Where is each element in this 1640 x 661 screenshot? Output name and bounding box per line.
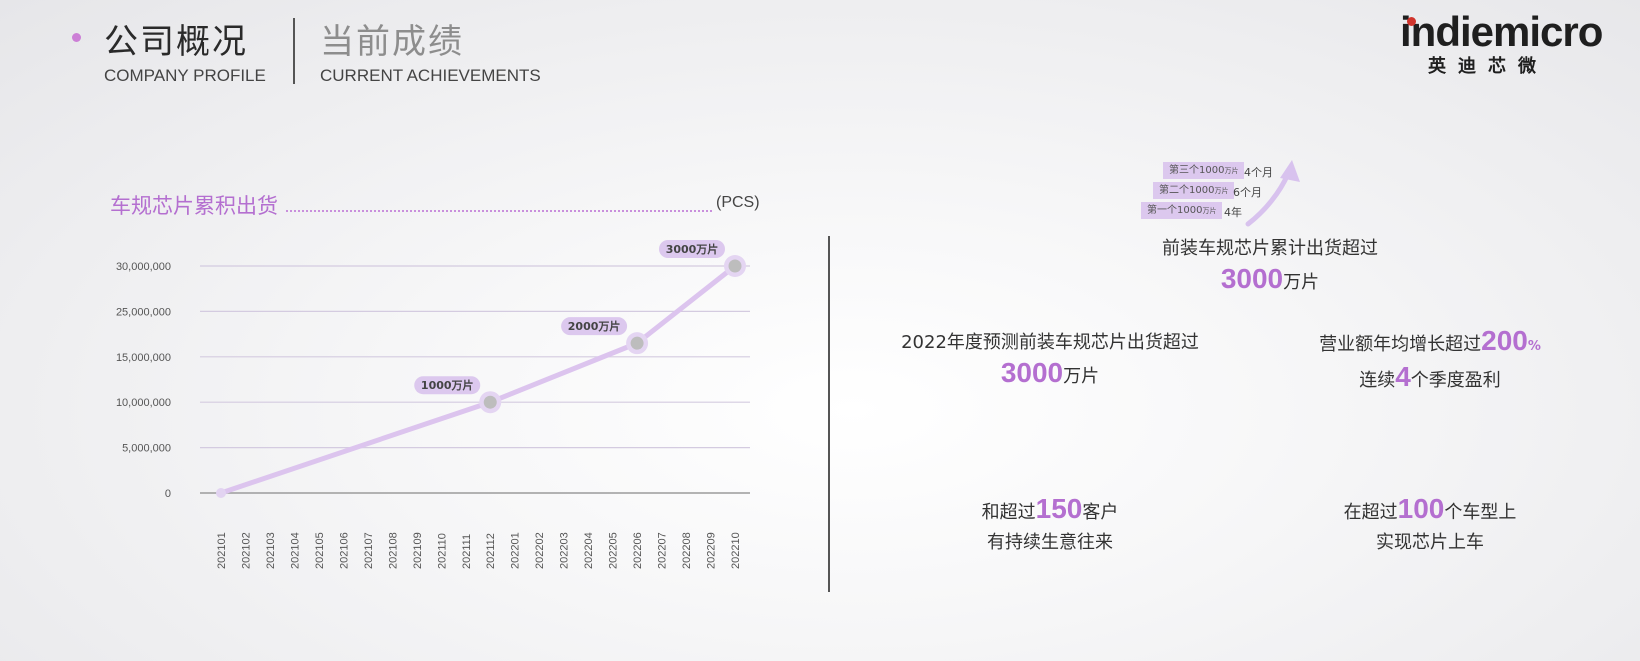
- data-label: 1000万片: [421, 378, 474, 392]
- data-label-bg: [561, 317, 628, 336]
- series-line: [218, 263, 738, 496]
- stat-models-suffix: 个车型上: [1444, 502, 1517, 523]
- stat-models: 在超过100个车型上 实现芯片上车: [1280, 494, 1580, 558]
- company-logo-word: indiemicro: [1400, 8, 1603, 55]
- x-tick-label: 202207: [657, 532, 669, 569]
- x-tick-label: 202201: [510, 532, 522, 569]
- page-title-en: COMPANY PROFILE: [104, 66, 266, 85]
- company-logo-cn: 英迪芯微: [1428, 56, 1548, 77]
- x-tick-label: 202102: [240, 532, 252, 569]
- data-point: [216, 488, 226, 498]
- stat-customers-suffix: 客户: [1082, 502, 1119, 523]
- chart-unit: (PCS): [716, 194, 760, 211]
- page-title: 公司概况: [104, 22, 248, 62]
- chart-title-leader: [286, 210, 712, 212]
- growth-arrow-icon: [1245, 160, 1300, 227]
- data-point: [483, 395, 497, 409]
- x-tick-label: 202106: [338, 532, 350, 569]
- section-title-en: CURRENT ACHIEVEMENTS: [320, 66, 541, 85]
- stat-forecast-label: 2022年度预测前装车规芯片出货超过: [901, 332, 1199, 353]
- stat-models-prefix: 在超过: [1343, 502, 1398, 523]
- y-tick-label: 5,000,000: [122, 443, 171, 455]
- x-tick-label: 202105: [314, 532, 326, 569]
- data-label: 2000万片: [568, 319, 621, 333]
- data-label: 3000万片: [666, 242, 719, 256]
- stat-customers: 和超过150客户 有持续生意往来: [900, 494, 1200, 558]
- stat-revenue: 营业额年均增长超过200% 连续4个季度盈利: [1280, 326, 1580, 396]
- milestone-tag-3: 第三个1000万片: [1163, 162, 1245, 179]
- milestone-tag-3-label: 第三个1000: [1169, 165, 1225, 176]
- stat-profit-prefix: 连续: [1359, 370, 1396, 391]
- x-tick-label: 202202: [534, 532, 546, 569]
- stat-forecast-unit: 万片: [1063, 366, 1100, 387]
- y-tick-label: 25,000,000: [116, 306, 171, 318]
- data-point: [728, 259, 742, 273]
- milestone-tag-1-label: 第一个1000: [1147, 205, 1203, 216]
- title-bullet: [72, 33, 81, 42]
- stat-models-line2: 实现芯片上车: [1376, 532, 1484, 553]
- milestone-duration-2: 6个月: [1233, 186, 1262, 199]
- x-tick-label: 202107: [363, 532, 375, 569]
- milestone-tag-1-unit: 万片: [1202, 207, 1217, 215]
- x-tick-label: 202208: [681, 532, 693, 569]
- data-label-bg: [659, 240, 725, 258]
- x-tick-label: 202205: [608, 532, 620, 569]
- chart-title: 车规芯片累积出货: [110, 194, 278, 218]
- x-tick-label: 202206: [632, 532, 644, 569]
- shipment-line-chart: 0 5,000,000 10,000,000 15,000,000 25,000,000…: [116, 240, 750, 569]
- stat-models-value: 100: [1397, 493, 1445, 524]
- stat-cumulative-unit: 万片: [1283, 272, 1320, 293]
- x-tick-label: 202209: [706, 532, 718, 569]
- data-label-bg: [414, 376, 481, 395]
- y-tick-label: 15,000,000: [116, 352, 171, 364]
- data-point: [630, 336, 644, 350]
- y-tick-label: 10,000,000: [116, 397, 171, 409]
- stat-forecast: 2022年度预测前装车规芯片出货超过 3000万片: [880, 328, 1220, 392]
- x-tick-label: 202111: [461, 534, 473, 569]
- milestone-tag-1: 第一个1000万片: [1141, 202, 1223, 219]
- x-tick-label: 202112: [485, 533, 497, 569]
- stat-customers-line2: 有持续生意往来: [987, 532, 1113, 553]
- section-divider: [828, 236, 830, 592]
- stat-cumulative: 前装车规芯片累计出货超过 3000万片: [1120, 234, 1420, 298]
- milestone-tag-2: 第二个1000万片: [1153, 182, 1235, 199]
- stat-profit-suffix: 个季度盈利: [1410, 370, 1501, 391]
- x-tick-label: 202210: [730, 532, 742, 569]
- x-tick-label: 202110: [436, 533, 448, 569]
- stat-forecast-value: 3000: [1000, 357, 1064, 388]
- section-title: 当前成绩: [320, 22, 464, 62]
- x-tick-label: 202204: [583, 532, 595, 569]
- y-tick-label: 30,000,000: [116, 261, 171, 273]
- x-tick-label: 202104: [289, 532, 301, 569]
- milestone-tag-2-unit: 万片: [1214, 187, 1229, 195]
- milestone-tag-3-unit: 万片: [1224, 167, 1239, 175]
- milestone-tag-2-label: 第二个1000: [1159, 185, 1215, 196]
- stat-revenue-value: 200: [1481, 325, 1528, 356]
- stat-customers-value: 150: [1035, 493, 1083, 524]
- x-tick-label: 202203: [559, 532, 571, 569]
- stat-cumulative-value: 3000: [1220, 263, 1284, 294]
- milestone-duration-3: 4个月: [1244, 166, 1273, 179]
- x-tick-label: 202109: [412, 532, 424, 569]
- stat-revenue-label: 营业额年均增长超过: [1319, 334, 1482, 355]
- logo-dot: [1407, 17, 1416, 26]
- x-tick-label: 202101: [216, 532, 228, 569]
- x-tick-label: 202108: [387, 532, 399, 569]
- title-divider: [293, 18, 295, 84]
- stat-revenue-pct: %: [1527, 339, 1541, 354]
- x-tick-label: 202103: [265, 532, 277, 569]
- stat-profit-value: 4: [1395, 361, 1411, 392]
- stat-cumulative-label: 前装车规芯片累计出货超过: [1162, 238, 1378, 259]
- y-tick-label: 0: [165, 488, 171, 500]
- milestone-duration-1: 4年: [1224, 206, 1242, 219]
- stat-customers-prefix: 和超过: [981, 502, 1036, 523]
